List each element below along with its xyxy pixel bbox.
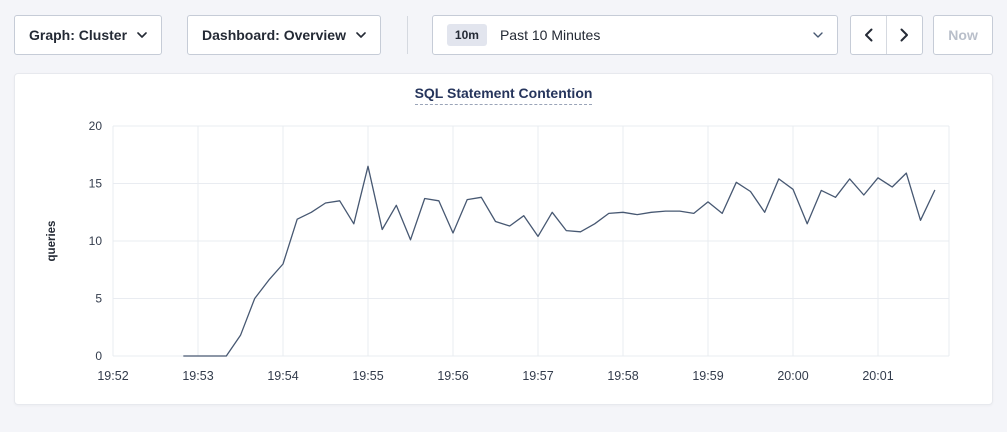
x-tick-label: 19:56 (437, 369, 468, 383)
time-back-button[interactable] (851, 16, 886, 54)
x-tick-label: 19:59 (692, 369, 723, 383)
x-tick-label: 19:53 (182, 369, 213, 383)
now-button[interactable]: Now (933, 14, 993, 55)
time-range-badge: 10m (446, 23, 487, 46)
chart-title[interactable]: SQL Statement Contention (414, 85, 593, 105)
dashboard-dropdown[interactable]: Dashboard: Overview (187, 14, 381, 55)
sql-contention-chart[interactable]: 0 5 10 15 20 19:52 19:53 19:54 19:55 19:56 19:57 19… (15, 74, 994, 406)
x-tick-label: 19:52 (97, 369, 128, 383)
x-tick-label: 20:00 (777, 369, 808, 383)
chart-title-wrap: SQL Statement Contention (15, 85, 992, 105)
time-window-arrows (849, 14, 924, 55)
time-range-selector[interactable]: 10m Past 10 Minutes (431, 14, 838, 55)
x-tick-label: 19:55 (352, 369, 383, 383)
y-tick-label: 0 (95, 349, 102, 363)
time-forward-button[interactable] (886, 15, 922, 54)
chart-panel: SQL Statement Contention 0 5 10 15 20 19:52 19… (14, 73, 993, 405)
x-tick-label: 19:58 (607, 369, 638, 383)
y-tick-label: 20 (89, 119, 103, 133)
y-tick-label: 5 (95, 292, 102, 306)
graph-dropdown[interactable]: Graph: Cluster (14, 14, 163, 55)
time-range-label: Past 10 Minutes (499, 26, 601, 43)
dashboard-dropdown-label: Dashboard: Overview (202, 26, 346, 43)
y-axis-label: queries (46, 221, 58, 262)
y-tick-label: 10 (89, 234, 103, 248)
chevron-down-icon (813, 31, 823, 38)
graph-dropdown-label: Graph: Cluster (29, 26, 128, 43)
x-tick-label: 19:54 (267, 369, 298, 383)
x-tick-label: 20:01 (862, 369, 893, 383)
toolbar-divider (406, 15, 408, 54)
chevron-down-icon (137, 31, 147, 38)
toolbar: Graph: Cluster Dashboard: Overview 10m P… (0, 0, 1007, 56)
series-line (183, 165, 936, 357)
y-tick-label: 15 (89, 177, 103, 191)
chevron-left-icon (864, 28, 873, 42)
x-tick-label: 19:57 (522, 369, 553, 383)
chevron-down-icon (356, 31, 366, 38)
chevron-right-icon (900, 28, 909, 42)
